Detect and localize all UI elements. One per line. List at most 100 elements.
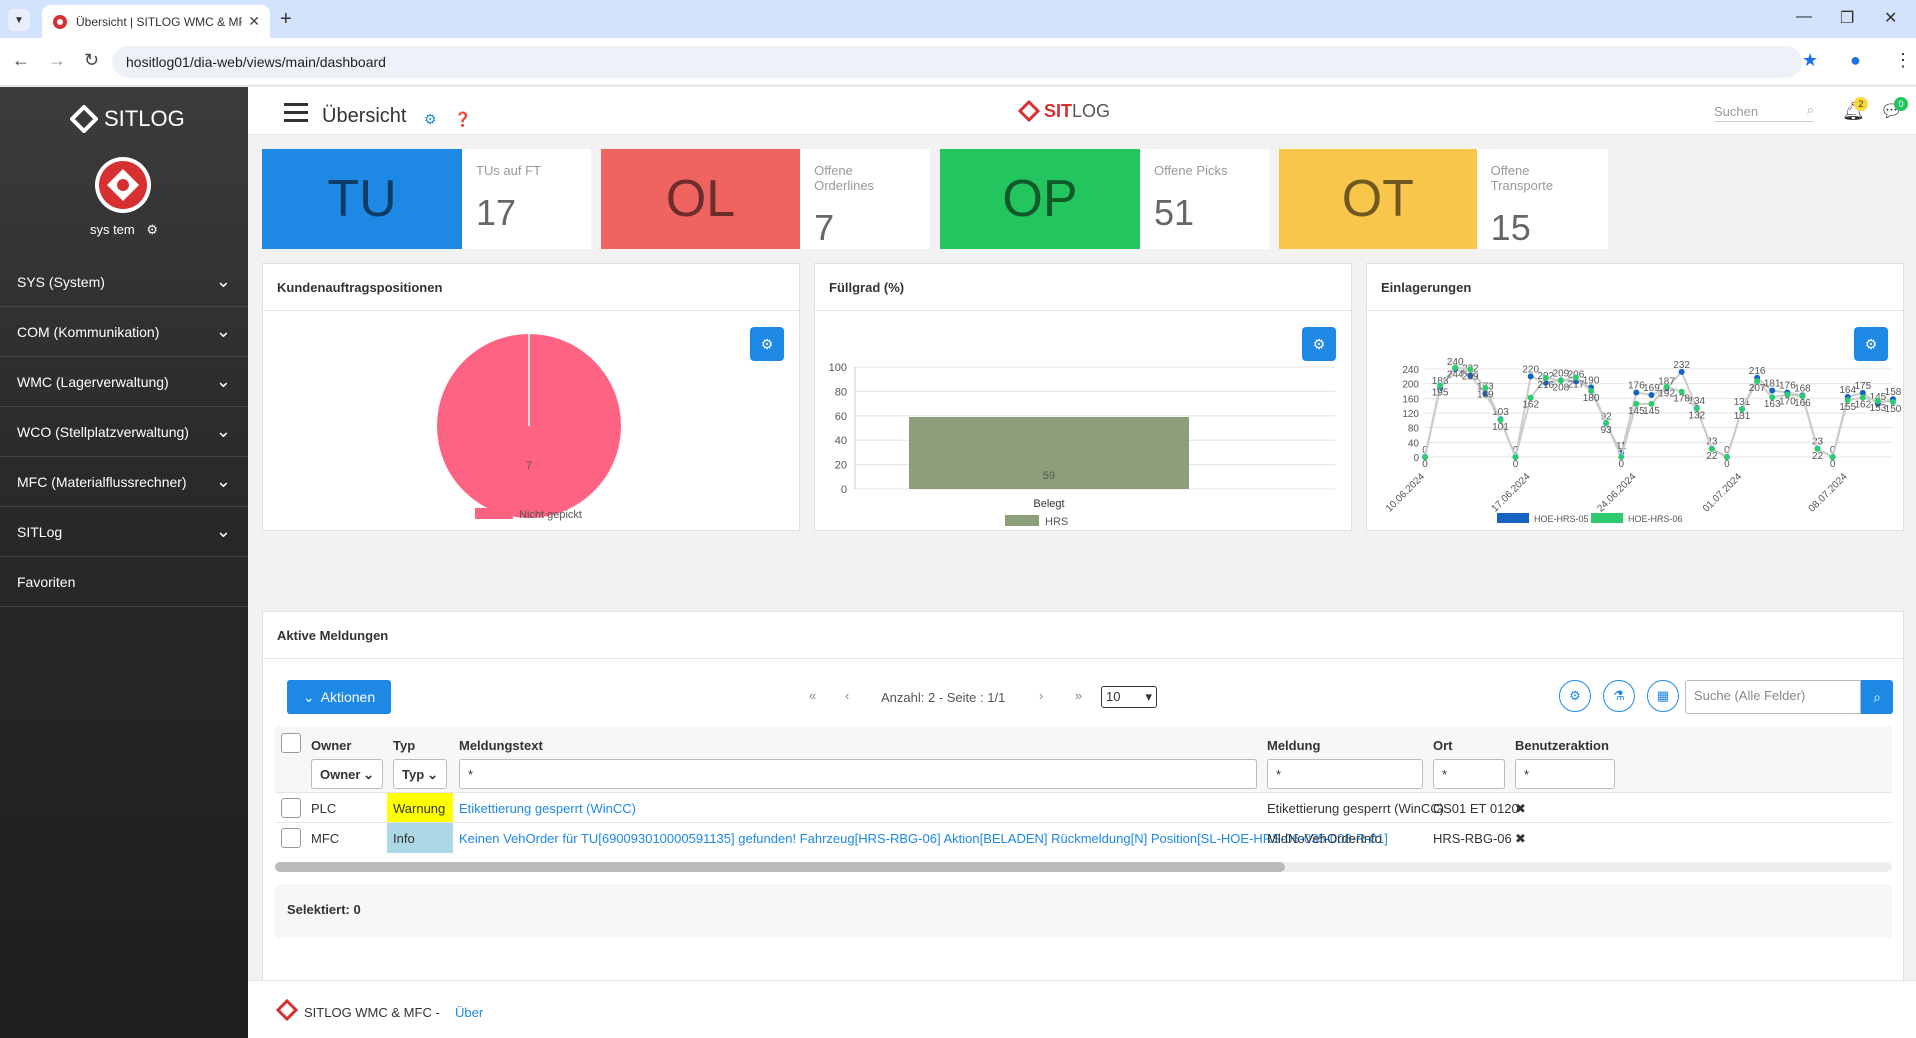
data-point[interactable] [1467,372,1474,379]
data-point[interactable] [1618,454,1625,460]
header-search-input[interactable]: Suchen ⌕ [1714,102,1814,122]
data-point[interactable] [1708,445,1715,452]
kpi-card[interactable]: OP Offene Picks 51 [940,149,1269,249]
data-point[interactable] [1467,366,1474,373]
table-row[interactable]: PLC Warnung Etikettierung gesperrt (WinCC)… [275,792,1892,823]
sidebar-item[interactable]: WCO (Stellplatzverwaltung) ⌄ [0,407,248,457]
filter-flask-icon[interactable]: ⚗ [1603,680,1635,712]
data-point[interactable] [1422,454,1428,460]
page-size-select[interactable]: 10 ▾ [1101,686,1157,708]
row-checkbox[interactable] [281,828,301,848]
ort-filter[interactable]: * [1433,759,1505,789]
data-point[interactable] [1678,368,1685,375]
col-ort[interactable]: Ort [1433,738,1453,753]
delete-x-icon[interactable]: ✖ [1515,831,1526,846]
table-row[interactable]: MFC Info Keinen VehOrder für TU[6900930100… [275,822,1892,853]
last-page-icon[interactable]: » [1075,688,1083,703]
data-point[interactable] [1557,377,1564,384]
columns-settings-icon[interactable]: ⚙ [1559,680,1591,712]
avatar[interactable] [95,157,151,213]
data-point[interactable] [1859,389,1866,396]
tab-search-button[interactable]: ▼ [8,9,30,31]
aktionen-button[interactable]: ⌄ Aktionen [287,680,391,714]
cell-meldungstext-link[interactable]: Etikettierung gesperrt (WinCC) [459,801,636,816]
data-point[interactable] [1437,382,1444,389]
data-point[interactable] [1572,374,1579,381]
back-icon[interactable]: ← [12,50,30,70]
data-point[interactable] [1693,405,1700,412]
bar[interactable] [909,417,1189,489]
data-point[interactable] [1527,373,1534,380]
data-point[interactable] [1603,419,1610,426]
sidebar-item[interactable]: SITLog ⌄ [0,507,248,557]
data-point[interactable] [1633,389,1640,396]
data-point[interactable] [1542,374,1549,381]
forward-icon[interactable]: → [48,50,66,70]
table-search-button[interactable]: ⌕ [1861,680,1893,714]
prev-page-icon[interactable]: ‹ [845,688,850,703]
first-page-icon[interactable]: « [809,688,817,703]
col-typ[interactable]: Typ [393,738,416,753]
data-point[interactable] [1527,394,1534,401]
kpi-card[interactable]: OL Offene Orderlines 7 [601,149,930,249]
row-checkbox[interactable] [281,798,301,818]
chart-settings-icon[interactable]: ⚙ [1854,327,1888,361]
kpi-card[interactable]: OT Offene Transporte 15 [1279,149,1608,249]
kpi-card[interactable]: TU TUs auf FT 17 [262,149,591,249]
data-point[interactable] [1663,383,1670,390]
data-point[interactable] [1723,454,1730,460]
data-point[interactable] [1648,392,1655,399]
data-point[interactable] [1633,400,1640,407]
new-tab-button[interactable]: + [280,8,292,30]
data-point[interactable] [1482,384,1489,391]
horizontal-scrollbar[interactable] [275,862,1892,872]
data-point[interactable] [1497,416,1504,423]
sidebar-item[interactable]: WMC (Lagerverwaltung) ⌄ [0,357,248,407]
data-point[interactable] [1588,388,1595,394]
profile-icon[interactable]: ● [1850,50,1861,70]
chart-settings-icon[interactable]: ⚙ [750,327,784,361]
col-benutzeraktion[interactable]: Benutzeraktion [1515,738,1609,753]
meldungstext-filter[interactable]: * [459,759,1257,789]
reload-icon[interactable]: ↻ [84,50,100,70]
data-point[interactable] [1814,445,1821,452]
about-link[interactable]: Über [455,1005,484,1020]
col-meldungstext[interactable]: Meldungstext [459,738,543,753]
data-point[interactable] [1829,454,1836,460]
hamburger-menu-icon[interactable] [284,103,308,122]
close-tab-icon[interactable]: ✕ [248,13,260,29]
minimize-button[interactable]: — [1796,8,1812,25]
data-point[interactable] [1859,394,1866,401]
data-point[interactable] [1678,388,1685,395]
address-bar[interactable]: hositlog01/dia-web/views/main/dashboard [112,46,1802,78]
benutzeraktion-filter[interactable]: * [1515,759,1615,789]
data-point[interactable] [1754,378,1761,385]
scrollbar-thumb[interactable] [275,862,1285,872]
bookmark-star-icon[interactable]: ★ [1802,50,1819,70]
user-settings-icon[interactable]: ⚙ [146,222,159,237]
table-search-input[interactable]: Suche (Alle Felder) [1685,680,1861,714]
data-point[interactable] [1542,379,1549,386]
chart-settings-icon[interactable]: ⚙ [1302,327,1336,361]
delete-x-icon[interactable]: ✖ [1515,801,1526,816]
browser-tab[interactable]: Übersicht | SITLOG WMC & MF... ✕ [42,5,270,38]
close-window-button[interactable]: ✕ [1884,10,1898,27]
data-point[interactable] [1452,364,1459,371]
data-point[interactable] [1874,397,1881,404]
col-owner[interactable]: Owner [311,738,352,753]
sidebar-item[interactable]: MFC (Materialflussrechner) ⌄ [0,457,248,507]
menu-dots-icon[interactable]: ⋮ [1894,50,1912,70]
typ-filter-select[interactable]: Typ ⌄ [393,759,447,789]
owner-filter-select[interactable]: Owner ⌄ [311,759,383,789]
data-point[interactable] [1769,387,1776,394]
data-point[interactable] [1799,393,1806,400]
sidebar-item[interactable]: SYS (System) ⌄ [0,257,248,307]
sidebar-item[interactable]: Favoriten [0,557,248,607]
page-settings-icon[interactable]: ⚙ [424,111,437,127]
data-point[interactable] [1648,400,1655,407]
data-point[interactable] [1769,394,1776,401]
data-point[interactable] [1890,399,1896,405]
data-point[interactable] [1784,391,1791,398]
data-point[interactable] [1739,405,1746,412]
data-point[interactable] [1844,397,1851,404]
